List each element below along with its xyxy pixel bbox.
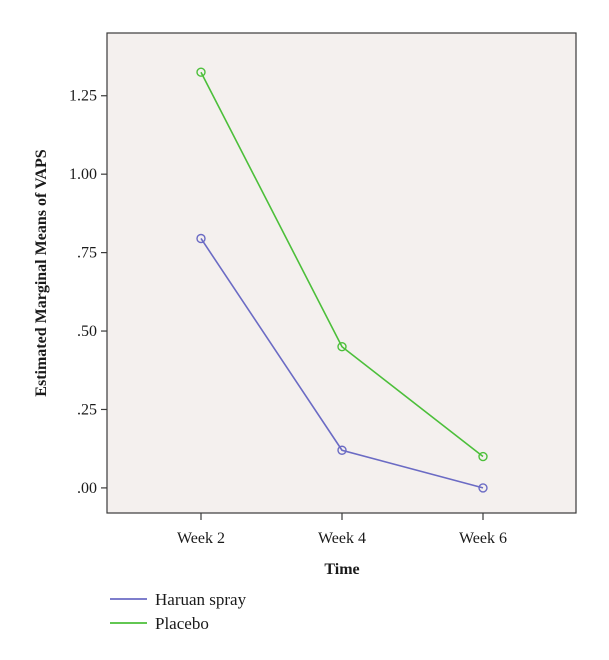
y-tick-label: 1.25 bbox=[69, 88, 97, 105]
series-line-2 bbox=[200, 71, 484, 458]
x-tick-label: Week 2 bbox=[177, 530, 225, 547]
data-point bbox=[478, 483, 488, 493]
series-layer bbox=[196, 67, 488, 493]
x-axis: Week 2 Week 4 Week 6 bbox=[177, 513, 507, 547]
y-tick-label: .75 bbox=[77, 245, 97, 262]
x-tick-label: Week 4 bbox=[318, 530, 366, 547]
data-point bbox=[337, 445, 347, 455]
legend-label: Haruan spray bbox=[155, 590, 247, 609]
x-axis-title: Time bbox=[324, 561, 359, 578]
y-axis-title: Estimated Marginal Means of VAPS bbox=[33, 149, 50, 397]
data-point bbox=[478, 451, 488, 462]
y-tick-label: .25 bbox=[77, 401, 97, 418]
y-tick-label: .50 bbox=[77, 323, 97, 340]
plot-area bbox=[106, 32, 577, 514]
y-tick-label: .00 bbox=[77, 480, 97, 497]
x-tick-label: Week 6 bbox=[459, 530, 507, 547]
legend: Haruan spray Placebo bbox=[110, 590, 247, 633]
y-tick-label: 1.00 bbox=[69, 166, 97, 183]
series-line-1 bbox=[200, 238, 484, 489]
y-axis: .00 .25 .50 .75 1.00 1.25 bbox=[69, 88, 107, 497]
data-point bbox=[196, 67, 206, 77]
data-point bbox=[337, 342, 347, 352]
legend-label: Placebo bbox=[155, 614, 209, 633]
data-point bbox=[196, 233, 206, 244]
